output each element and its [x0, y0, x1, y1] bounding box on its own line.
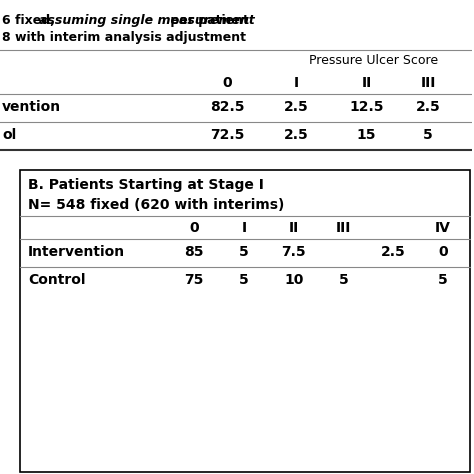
Text: III: III: [336, 221, 351, 235]
Text: 75: 75: [184, 273, 204, 287]
Text: 15: 15: [356, 128, 376, 142]
Text: 12.5: 12.5: [349, 100, 383, 114]
Text: 2.5: 2.5: [381, 245, 406, 259]
Text: N= 548 fixed (620 with interims): N= 548 fixed (620 with interims): [28, 198, 284, 212]
Text: 5: 5: [423, 128, 433, 142]
Text: assuming single measurement: assuming single measurement: [39, 14, 255, 27]
Text: 72.5: 72.5: [210, 128, 244, 142]
Text: 6 fixed,: 6 fixed,: [2, 14, 59, 27]
Text: B. Patients Starting at Stage I: B. Patients Starting at Stage I: [28, 178, 264, 192]
Text: 0: 0: [438, 245, 448, 259]
Text: 2.5: 2.5: [284, 100, 309, 114]
Text: per patient: per patient: [166, 14, 249, 27]
Text: 85: 85: [184, 245, 204, 259]
Text: ol: ol: [2, 128, 16, 142]
Text: IV: IV: [435, 221, 451, 235]
Text: 5: 5: [239, 273, 249, 287]
Text: 82.5: 82.5: [210, 100, 244, 114]
Text: Pressure Ulcer Score: Pressure Ulcer Score: [309, 54, 438, 67]
Text: II: II: [289, 221, 299, 235]
Text: III: III: [420, 76, 436, 90]
Text: 0: 0: [222, 76, 232, 90]
FancyBboxPatch shape: [20, 170, 470, 472]
Text: 8 with interim analysis adjustment: 8 with interim analysis adjustment: [2, 31, 246, 44]
Text: 5: 5: [338, 273, 348, 287]
Text: 10: 10: [284, 273, 303, 287]
Text: vention: vention: [2, 100, 61, 114]
Text: Intervention: Intervention: [28, 245, 125, 259]
Text: 7.5: 7.5: [282, 245, 306, 259]
Text: Control: Control: [28, 273, 85, 287]
Text: 5: 5: [239, 245, 249, 259]
Text: II: II: [361, 76, 372, 90]
Text: 5: 5: [438, 273, 448, 287]
Text: I: I: [294, 76, 299, 90]
Text: 0: 0: [189, 221, 199, 235]
Text: 2.5: 2.5: [284, 128, 309, 142]
Text: 2.5: 2.5: [416, 100, 440, 114]
Text: I: I: [241, 221, 246, 235]
